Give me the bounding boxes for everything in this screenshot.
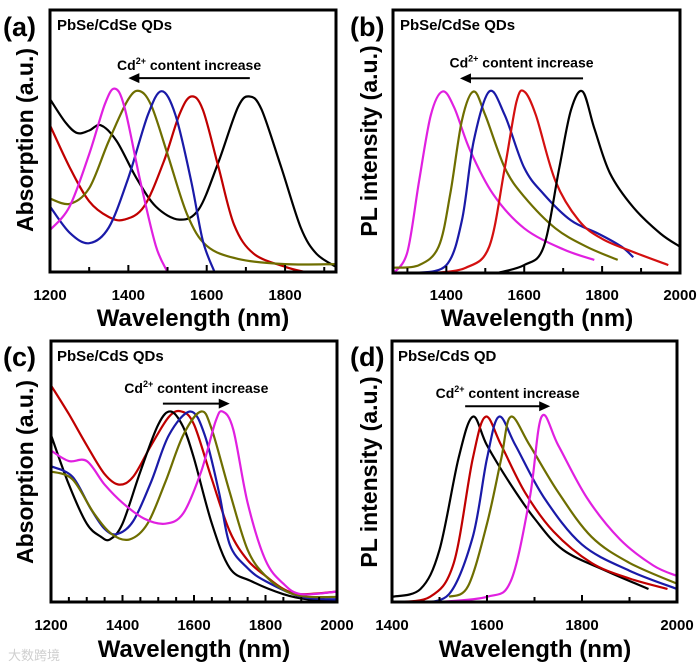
y-axis-label: PL intensity (a.u.) [356, 376, 382, 567]
series-group [51, 384, 337, 601]
x-tick-label: 1800 [249, 617, 282, 634]
annotation-base: Cd [449, 55, 468, 71]
annotation-text: Cd2+ content increase [124, 379, 268, 396]
series-group [393, 89, 680, 273]
annotation-text: Cd2+ content increase [449, 54, 593, 71]
plot-frame [390, 339, 679, 604]
y-axis-label: Absorption (a.u.) [12, 48, 38, 232]
y-axis-label: PL intensity (a.u.) [356, 45, 382, 236]
x-axis-label: Wavelength (nm) [97, 305, 289, 332]
panel-title: PbSe/CdS QDs [57, 348, 164, 365]
panel-b: (b) PbSe/CdSe QDs PL intensity (a.u.) Wa… [350, 8, 697, 332]
plot-frame [48, 8, 338, 274]
x-axis-label: Wavelength (nm) [439, 636, 631, 663]
x-tick-label: 1600 [177, 617, 210, 634]
series-line-blue [415, 415, 677, 602]
series-line-black [496, 89, 680, 273]
x-tick-label: 1400 [375, 617, 408, 634]
series-line-magenta [393, 90, 595, 273]
series-line-olive [448, 415, 677, 598]
annotation-superscript: 2+ [136, 56, 146, 66]
x-tick-label: 1400 [430, 287, 463, 304]
series-line-blue [50, 90, 216, 272]
x-tick-label: 1400 [112, 287, 145, 304]
x-tick-label: 1600 [508, 287, 541, 304]
series-line-magenta [50, 87, 169, 272]
x-tick-label: 1400 [106, 617, 139, 634]
series-line-olive [50, 89, 336, 266]
x-tick-label: 1600 [470, 617, 503, 634]
plot-area: 1200 1400 1600 1800 2000 Cd2+ content increas… [34, 339, 354, 634]
panel-label: (c) [3, 342, 36, 372]
panel-title: PbSe/CdS QD [398, 348, 497, 365]
panel-title: PbSe/CdSe QDs [400, 17, 515, 34]
x-tick-label: 2000 [663, 287, 696, 304]
annotation-superscript: 2+ [454, 384, 464, 394]
watermark: 大数跨境 [8, 648, 60, 663]
plot-area: 1200 1400 1600 1800 Cd2+ content increase [33, 8, 338, 304]
annotation-rest: content increase [153, 380, 268, 396]
x-tick-label: 1600 [190, 287, 223, 304]
x-axis-label: Wavelength (nm) [441, 305, 633, 332]
series-line-red [434, 89, 669, 273]
series-line-magenta [51, 410, 337, 596]
arrow-head-icon [218, 398, 230, 409]
series-line-olive [393, 90, 619, 269]
annotation-text: Cd2+ content increase [436, 384, 580, 401]
series-line-red [392, 415, 668, 602]
x-tick-label: 1200 [33, 287, 66, 304]
panel-label: (a) [3, 12, 36, 42]
annotation-base: Cd [117, 57, 136, 73]
x-tick-label: 1800 [565, 617, 598, 634]
panel-a: (a) PbSe/CdSe QDs Absorption (a.u.) Wave… [3, 8, 338, 332]
annotation-base: Cd [436, 385, 455, 401]
x-tick-label: 2000 [660, 617, 693, 634]
annotation-superscript: 2+ [468, 54, 478, 64]
y-axis-label: Absorption (a.u.) [12, 380, 38, 564]
annotation-rest: content increase [146, 57, 261, 73]
panel-label: (d) [350, 342, 384, 372]
panel-label: (b) [350, 12, 384, 42]
series-group [392, 413, 677, 602]
x-tick-label: 1800 [585, 287, 618, 304]
x-tick-label: 1200 [34, 617, 67, 634]
arrow-head-icon [459, 73, 471, 84]
annotation-rest: content increase [465, 385, 580, 401]
series-group [50, 87, 336, 272]
plot-frame [49, 339, 339, 604]
plot-frame [391, 8, 682, 275]
annotation-superscript: 2+ [143, 379, 153, 389]
series-line-olive [51, 410, 337, 599]
series-line-black [392, 415, 649, 598]
plot-area: 1400 1600 1800 2000 Cd2+ content increase [375, 339, 694, 634]
annotation-text: Cd2+ content increase [117, 56, 261, 73]
arrow-head-icon [539, 401, 551, 412]
plot-area: 1400 1600 1800 2000 Cd2+ content increase [391, 8, 697, 304]
series-line-magenta [439, 413, 677, 602]
series-line-blue [51, 410, 337, 601]
series-line-red [50, 95, 305, 272]
x-tick-label: 2000 [320, 617, 353, 634]
series-line-blue [414, 89, 635, 273]
annotation-rest: content increase [478, 55, 593, 71]
arrow-head-icon [128, 73, 140, 84]
panel-d: (d) PbSe/CdS QD PL intensity (a.u.) Wave… [350, 339, 694, 663]
panel-c: (c) PbSe/CdS QDs Absorption (a.u.) Wavel… [3, 339, 354, 663]
x-tick-label: 1800 [268, 287, 301, 304]
x-axis-label: Wavelength (nm) [98, 636, 290, 663]
annotation-base: Cd [124, 380, 143, 396]
series-line-black [51, 410, 337, 601]
panel-title: PbSe/CdSe QDs [57, 17, 172, 34]
